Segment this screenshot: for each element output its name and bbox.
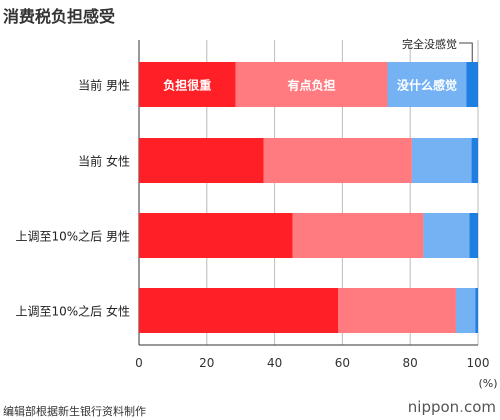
brand-dot: . [459,398,464,416]
category-label: 当前 女性 [78,154,130,169]
category-label: 当前 男性 [78,78,130,93]
bar-segment [466,62,478,107]
x-tick-label: 40 [267,356,282,370]
x-tick-label: 20 [199,356,214,370]
bar-segment [475,288,478,333]
chart-title: 消费税负担感受 [3,7,116,26]
x-tick-label: 80 [403,356,418,370]
legend-callout-line [459,42,473,62]
source-note: 编辑部根据新生银行资料制作 [3,405,146,418]
legend-label: 有点负担 [288,78,336,93]
bar-segment [235,62,388,107]
bar-segment [139,138,264,183]
bar-segment [471,138,478,183]
bar-segment [139,213,293,258]
bar-segment [411,138,472,183]
bar-segment [292,213,424,258]
bar-segment [263,138,412,183]
bar-segment [423,213,470,258]
brand-tld: com [463,398,496,416]
bar-segment [139,62,236,107]
bar-segment [455,288,476,333]
brand-name: nippon [407,398,460,416]
category-label: 上调至10%之后 女性 [16,304,131,319]
bar-segment [387,62,467,107]
legend-label: 负担很重 [163,78,211,93]
category-label: 上调至10%之后 男性 [16,230,131,244]
legend-label: 没什么感觉 [397,78,457,93]
nippon-logo: nippon.com [408,398,496,416]
bar-segment [469,213,478,258]
bar-segment [337,288,456,333]
bar-segment [139,288,338,333]
x-tick-label: 0 [135,356,143,370]
x-tick-label: 60 [335,356,350,370]
x-tick-label: 100 [467,356,490,370]
legend-callout-label: 完全没感觉 [402,37,457,51]
x-unit-label: (%) [478,377,497,390]
